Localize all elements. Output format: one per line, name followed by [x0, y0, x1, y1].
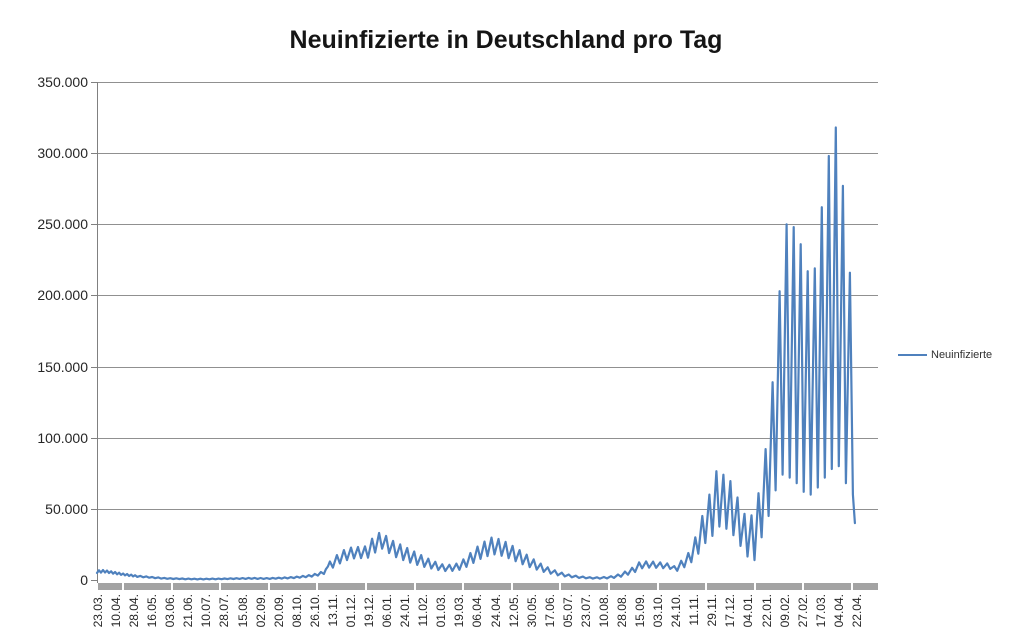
y-tick-label: 100.000	[37, 429, 88, 446]
x-tick-label: 10.08.	[596, 594, 611, 628]
x-axis-band	[464, 583, 511, 590]
x-tick-label: 28.08.	[615, 594, 629, 628]
x-axis-band	[98, 583, 122, 590]
y-gridline	[97, 366, 878, 368]
x-axis-band	[610, 583, 657, 590]
y-tick-label: 250.000	[37, 216, 88, 233]
x-tick-label: 26.10.	[307, 594, 322, 628]
y-axis-tick	[91, 153, 97, 155]
x-tick-label: 12.05.	[506, 594, 521, 628]
legend-line-swatch	[898, 354, 927, 356]
x-tick-label: 22.01.	[759, 594, 774, 628]
x-axis-band	[561, 583, 608, 590]
x-tick-label: 30.05.	[524, 594, 539, 628]
y-axis-tick	[91, 508, 97, 510]
x-axis-band	[853, 583, 878, 590]
x-axis-band	[221, 583, 268, 590]
y-axis-tick	[91, 295, 97, 297]
x-axis-band	[318, 583, 365, 590]
x-tick-label: 04.01.	[741, 594, 756, 628]
x-tick-label: 15.08.	[235, 594, 250, 628]
x-tick-label: 20.09.	[271, 594, 286, 628]
y-axis-tick	[91, 366, 97, 368]
y-gridline	[97, 82, 878, 83]
y-tick-label: 0	[80, 572, 88, 588]
x-tick-label: 02.09.	[253, 594, 268, 628]
x-axis-band	[755, 583, 803, 590]
x-tick-label: 16.05.	[145, 594, 160, 628]
x-tick-label: 09.02.	[777, 594, 792, 628]
x-tick-label: 06.04.	[470, 594, 485, 628]
x-tick-label: 23.03.	[91, 594, 105, 628]
x-tick-label: 27.02.	[795, 594, 810, 628]
x-tick-label: 29.11.	[705, 594, 720, 627]
y-tick-label: 200.000	[37, 287, 88, 304]
x-tick-label: 15.09.	[633, 594, 648, 628]
x-tick-label: 11.11.	[687, 594, 702, 626]
y-gridline	[97, 224, 878, 226]
x-axis-band	[707, 583, 754, 590]
legend-label: Neuinfizierte	[931, 349, 993, 361]
x-tick-label: 22.04.	[849, 594, 864, 628]
y-axis-tick	[91, 82, 97, 83]
x-axis-band	[658, 583, 706, 590]
x-tick-label: 06.01.	[380, 594, 395, 628]
x-axis-band	[367, 583, 414, 590]
y-tick-label: 300.000	[37, 145, 88, 162]
x-axis-band	[124, 583, 171, 590]
series-line-svg	[95, 126, 857, 581]
x-tick-label: 03.10.	[651, 594, 666, 628]
x-axis-band	[415, 583, 463, 590]
x-axis-band	[804, 583, 851, 590]
chart-title: Neuinfizierte in Deutschland pro Tag	[289, 26, 723, 54]
x-tick-label: 17.06.	[542, 594, 557, 628]
x-tick-label: 10.07.	[199, 594, 214, 628]
x-tick-label: 24.10.	[669, 594, 684, 628]
x-tick-label: 08.10.	[289, 594, 304, 628]
data-series-line	[95, 126, 857, 581]
x-tick-label: 24.01.	[398, 594, 413, 628]
y-tick-label: 150.000	[37, 358, 88, 375]
y-gridline	[97, 437, 878, 439]
x-tick-label: 04.04.	[831, 594, 846, 628]
x-tick-label: 03.06.	[163, 594, 178, 628]
x-tick-label: 01.12.	[343, 594, 358, 628]
x-tick-label: 11.02.	[416, 594, 431, 627]
x-tick-label: 17.03.	[813, 594, 828, 628]
x-tick-label: 23.07.	[578, 594, 593, 628]
x-axis-band	[172, 583, 220, 590]
y-gridline	[97, 508, 878, 510]
x-tick-label: 05.07.	[560, 594, 575, 628]
x-axis-band	[269, 583, 317, 590]
x-tick-label: 28.04.	[127, 594, 142, 628]
x-tick-label: 24.04.	[488, 594, 503, 628]
legend: Neuinfizierte	[898, 349, 992, 361]
x-axis-band	[512, 583, 560, 590]
y-axis	[97, 82, 98, 583]
y-axis-tick	[91, 224, 97, 226]
x-tick-label: 13.11.	[325, 594, 340, 627]
y-axis-tick	[91, 580, 97, 581]
x-tick-label: 17.12.	[723, 594, 738, 628]
y-tick-label: 50.000	[45, 500, 88, 517]
x-tick-label: 28.07.	[217, 594, 232, 628]
x-tick-label: 10.04.	[109, 594, 124, 628]
y-axis-tick	[91, 437, 97, 439]
y-gridline	[97, 153, 878, 155]
y-gridline	[97, 295, 878, 297]
x-tick-label: 01.03.	[434, 594, 449, 628]
y-tick-label: 350.000	[37, 74, 88, 90]
x-tick-label: 19.03.	[452, 594, 467, 628]
x-tick-label: 19.12.	[362, 594, 377, 628]
x-tick-label: 21.06.	[181, 594, 196, 628]
